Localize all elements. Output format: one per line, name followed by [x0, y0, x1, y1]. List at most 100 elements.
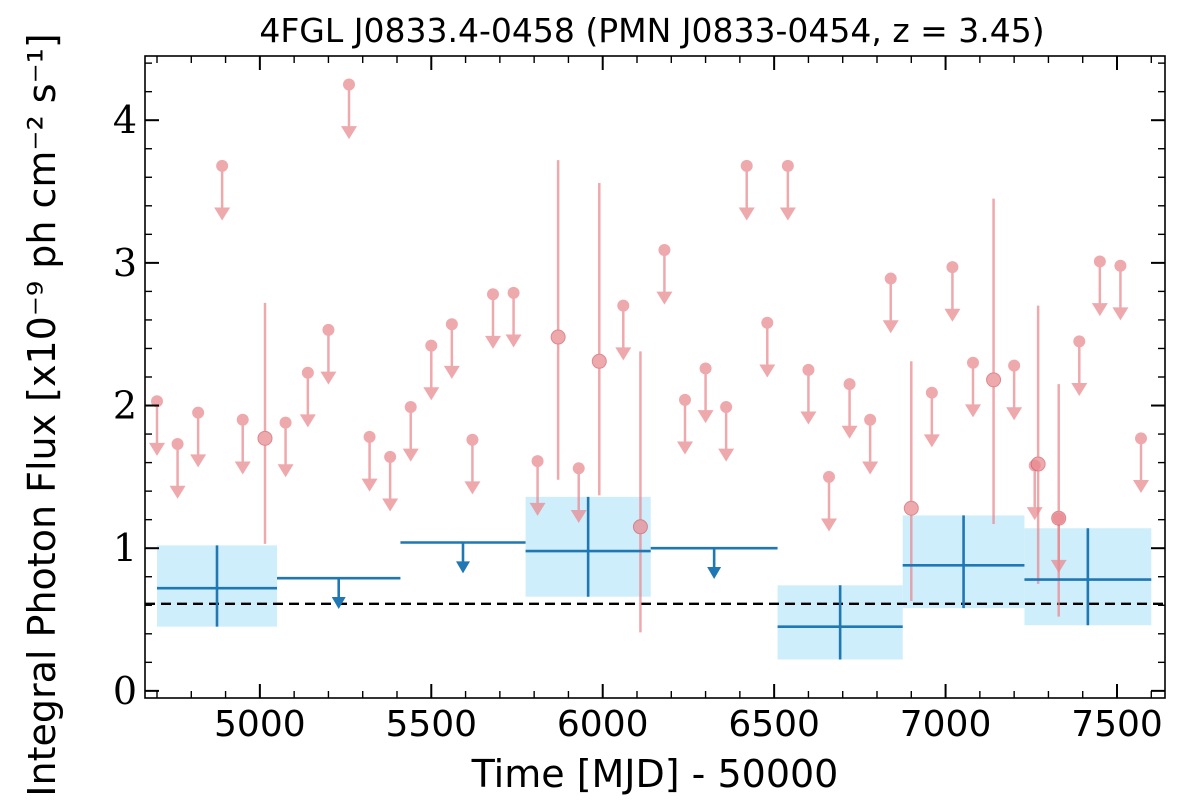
upper-limit-arrowhead: [677, 441, 693, 455]
y-tick-label: 0: [113, 669, 137, 713]
short-bin-upper-limit: [190, 406, 207, 468]
upper-limit-arrowhead: [382, 498, 399, 512]
y-axis-label: Integral Photon Flux [x10⁻⁹ ph cm⁻² s⁻¹]: [20, 33, 64, 796]
long-bin-detection: [157, 545, 277, 627]
upper-limit-arrowhead: [1071, 382, 1088, 396]
upper-limit-marker: [740, 159, 753, 172]
short-bin-upper-limit: [277, 416, 294, 478]
short-bin-detection: [1030, 305, 1046, 584]
upper-limit-arrowhead: [169, 485, 186, 499]
upper-limit-arrowhead: [234, 461, 251, 475]
upper-limit-arrowhead: [505, 334, 522, 348]
y-tick-label: 4: [113, 98, 137, 142]
short-bin-upper-limit: [361, 430, 378, 492]
x-tick-label: 6000: [557, 704, 649, 745]
upper-limit-arrowhead: [361, 478, 378, 492]
long-bin-detection: [525, 496, 651, 597]
upper-limit-marker: [864, 413, 877, 426]
upper-limit-arrowhead: [149, 442, 165, 456]
short-bin-upper-limit: [341, 78, 357, 140]
upper-limit-arrowhead: [718, 448, 735, 462]
upper-limit-marker: [925, 386, 938, 399]
upper-limit-arrowhead: [1133, 480, 1149, 493]
detection-marker: [1030, 456, 1046, 472]
upper-limit-arrowhead: [299, 414, 316, 428]
short-bin-upper-limit: [718, 400, 735, 462]
upper-limit-marker: [679, 393, 691, 406]
short-bin-detection: [903, 361, 919, 601]
short-bin-detection: [1051, 384, 1067, 617]
long-bin-detection: [1024, 528, 1152, 626]
x-axis-label: Time [MJD] - 50000: [471, 752, 839, 796]
short-bin-detection: [591, 182, 607, 496]
short-bin-upper-limit: [214, 159, 231, 221]
short-bin-upper-limit: [882, 272, 899, 334]
short-bin-upper-limit: [320, 323, 337, 385]
short-bin-upper-limit: [299, 366, 316, 428]
short-bin-upper-limit: [841, 378, 858, 439]
upper-limit-arrowhead: [320, 371, 337, 385]
x-tick-label: 5000: [214, 704, 306, 745]
short-bin-upper-limit: [800, 363, 817, 425]
upper-limit-arrowhead: [402, 448, 419, 462]
upper-limit-marker: [572, 462, 585, 475]
upper-limit-marker: [1135, 432, 1147, 445]
upper-limit-marker: [1114, 259, 1127, 272]
x-tick-label: 7500: [1071, 704, 1163, 745]
x-tick-label: 6500: [728, 704, 820, 745]
upper-limit-arrowhead: [759, 364, 776, 378]
long-bin-upper-limit: [277, 576, 401, 609]
short-bin-detection: [986, 198, 1002, 524]
y-tick-label: 3: [113, 241, 137, 285]
upper-limit-arrowhead: [570, 509, 587, 523]
detection-marker: [903, 500, 919, 516]
upper-limit-marker: [279, 416, 292, 429]
upper-limit-arrowhead: [341, 126, 357, 140]
plot-area: [145, 78, 1165, 660]
short-bin-upper-limit: [759, 316, 776, 378]
upper-limit-arrowhead: [615, 347, 632, 361]
upper-limit-marker: [699, 362, 712, 375]
upper-limit-arrowhead: [214, 207, 231, 221]
detection-marker: [591, 353, 607, 369]
upper-limit-arrowhead: [965, 404, 981, 418]
short-bin-upper-limit: [697, 362, 714, 424]
long-upper-limit-arrowhead: [331, 596, 346, 609]
detection-marker: [986, 372, 1002, 388]
upper-limit-arrowhead: [697, 410, 714, 424]
short-bin-upper-limit: [965, 356, 981, 418]
upper-limit-marker: [802, 363, 815, 376]
upper-limit-marker: [946, 261, 959, 274]
upper-limit-marker: [658, 244, 671, 257]
upper-limit-marker: [466, 433, 479, 446]
detection-marker: [632, 519, 648, 535]
short-bin-upper-limit: [423, 339, 440, 401]
short-bin-upper-limit: [923, 386, 940, 448]
short-bin-upper-limit: [615, 299, 632, 361]
short-bin-upper-limit: [402, 400, 419, 462]
upper-limit-arrowhead: [1026, 507, 1043, 521]
upper-limit-marker: [967, 356, 979, 369]
upper-limit-arrowhead: [656, 291, 673, 305]
short-bin-upper-limit: [234, 413, 251, 475]
short-bin-upper-limit: [570, 462, 587, 523]
upper-limit-marker: [720, 400, 733, 413]
x-tick-label: 5500: [385, 704, 477, 745]
upper-limit-arrowhead: [1006, 407, 1023, 421]
short-bin-upper-limit: [149, 395, 165, 456]
long-bin-detection: [902, 515, 1025, 609]
short-bin-upper-limit: [485, 288, 501, 349]
short-bin-upper-limit: [944, 261, 961, 322]
upper-limit-marker: [301, 366, 314, 379]
upper-limit-marker: [531, 455, 544, 468]
short-bin-upper-limit: [821, 470, 837, 532]
upper-limit-arrowhead: [944, 308, 961, 322]
upper-limit-marker: [884, 272, 897, 285]
short-bin-upper-limit: [1091, 255, 1108, 317]
upper-limit-marker: [761, 316, 774, 329]
upper-limit-arrowhead: [485, 335, 501, 349]
axes: 5000 5500 6000 6500 7000 7500 0 1 2 3 4: [113, 55, 1166, 745]
upper-limit-arrowhead: [423, 387, 440, 401]
short-bin-detection: [550, 160, 566, 480]
